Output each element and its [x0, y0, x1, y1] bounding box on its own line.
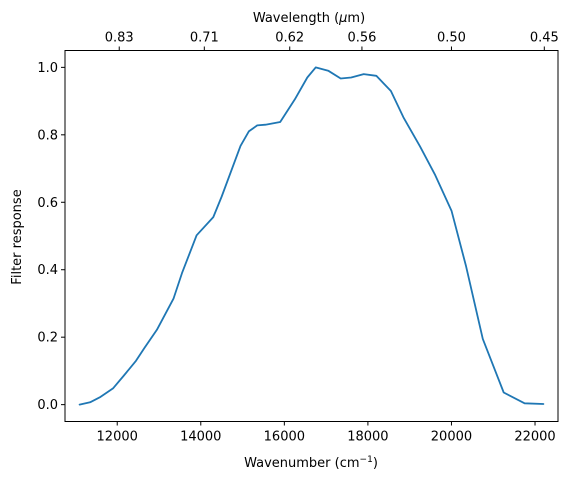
y-tick-label: 0.2 [37, 331, 58, 346]
x-axis-ticks: 12000 14000 16000 18000 20000 22000 [97, 421, 556, 445]
y-tick-label: 0.0 [37, 398, 58, 413]
y-tick-label: 0.8 [37, 128, 58, 143]
plot-frame [64, 50, 559, 422]
x-tick-label: 16000 [264, 430, 305, 445]
top-tick-label: 0.62 [275, 31, 304, 46]
y-tick-label: 0.6 [37, 196, 58, 211]
y-axis-ticks: 0.0 0.2 0.4 0.6 0.8 1.0 [37, 61, 65, 413]
plot-lines [78, 66, 545, 406]
top-tick-label: 0.45 [530, 31, 559, 46]
x-tick-label: 20000 [431, 430, 472, 445]
x-tick-label: 18000 [347, 430, 388, 445]
y-tick-label: 0.4 [37, 263, 58, 278]
series-line [78, 66, 545, 406]
top-axis-title: Wavelength (μm) [253, 11, 365, 26]
top-tick-label: 0.71 [190, 31, 219, 46]
y-axis-title: Filter response [10, 189, 25, 284]
x-tick-label: 14000 [180, 430, 221, 445]
top-tick-label: 0.56 [347, 31, 376, 46]
y-tick-label: 1.0 [37, 61, 58, 76]
top-tick-label: 0.50 [437, 31, 466, 46]
x-tick-label: 22000 [514, 430, 555, 445]
x-tick-label: 12000 [97, 430, 138, 445]
top-axis-ticks: 0.83 0.71 0.62 0.56 0.50 0.45 [105, 31, 559, 51]
x-axis-title: Wavenumber (cm−1) [244, 455, 378, 471]
top-tick-label: 0.83 [105, 31, 134, 46]
